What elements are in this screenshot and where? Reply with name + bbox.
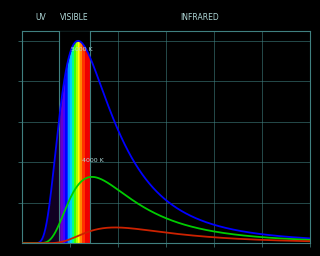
Bar bbox=[61, 31, 63, 243]
Bar bbox=[59, 31, 61, 243]
Bar bbox=[85, 31, 90, 243]
Bar bbox=[72, 31, 74, 243]
Text: 5000 K: 5000 K bbox=[71, 47, 92, 52]
Bar bbox=[80, 31, 82, 243]
Text: UV: UV bbox=[35, 13, 46, 22]
Bar bbox=[82, 31, 85, 243]
Text: 4000 K: 4000 K bbox=[82, 158, 104, 163]
Bar bbox=[63, 31, 65, 243]
Bar bbox=[65, 31, 67, 243]
Text: INFRARED: INFRARED bbox=[180, 13, 220, 22]
Bar bbox=[76, 31, 78, 243]
Bar bbox=[68, 31, 70, 243]
Bar bbox=[67, 31, 68, 243]
Text: VISIBLE: VISIBLE bbox=[60, 13, 89, 22]
Bar bbox=[74, 31, 76, 243]
Bar bbox=[70, 31, 72, 243]
Bar bbox=[78, 31, 79, 243]
Bar bbox=[79, 31, 80, 243]
